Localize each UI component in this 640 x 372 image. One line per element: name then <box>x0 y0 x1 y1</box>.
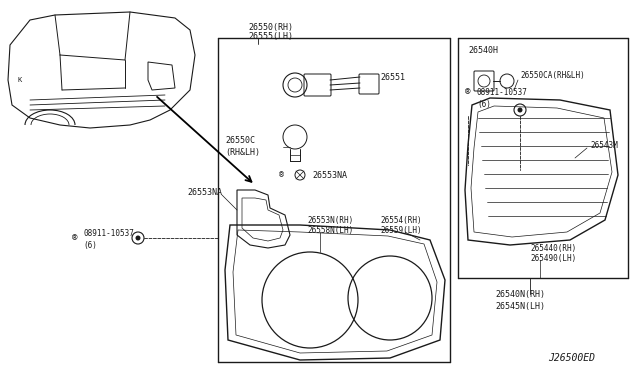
Text: 26553N(RH): 26553N(RH) <box>307 215 353 224</box>
Text: 26545N(LH): 26545N(LH) <box>495 302 545 311</box>
Text: 26554(RH): 26554(RH) <box>380 215 422 224</box>
Circle shape <box>518 108 522 112</box>
Text: 265440(RH): 265440(RH) <box>530 244 576 253</box>
Text: 26550(RH): 26550(RH) <box>248 22 293 32</box>
Text: 26543M: 26543M <box>590 141 618 150</box>
Text: 26540H: 26540H <box>468 45 498 55</box>
Text: J26500ED: J26500ED <box>548 353 595 363</box>
Text: 26550CA(RH&LH): 26550CA(RH&LH) <box>520 71 585 80</box>
Text: ®: ® <box>72 234 77 243</box>
Circle shape <box>136 235 141 241</box>
Text: 26553NA: 26553NA <box>187 187 222 196</box>
Text: 26559(LH): 26559(LH) <box>380 225 422 234</box>
Text: (6): (6) <box>477 99 491 109</box>
Text: ®: ® <box>465 87 470 96</box>
Text: 26558N(LH): 26558N(LH) <box>307 225 353 234</box>
Text: 08911-10537: 08911-10537 <box>477 87 528 96</box>
Text: K: K <box>18 77 22 83</box>
Text: 26550C: 26550C <box>225 135 255 144</box>
Text: ®: ® <box>280 170 285 180</box>
Text: 26551: 26551 <box>380 73 405 81</box>
Text: 26555(LH): 26555(LH) <box>248 32 293 41</box>
Text: 265490(LH): 265490(LH) <box>530 254 576 263</box>
Text: (RH&LH): (RH&LH) <box>225 148 260 157</box>
Text: 08911-10537: 08911-10537 <box>83 228 134 237</box>
Text: 26553NA: 26553NA <box>312 170 347 180</box>
Text: 26540N(RH): 26540N(RH) <box>495 289 545 298</box>
Text: (6): (6) <box>83 241 97 250</box>
